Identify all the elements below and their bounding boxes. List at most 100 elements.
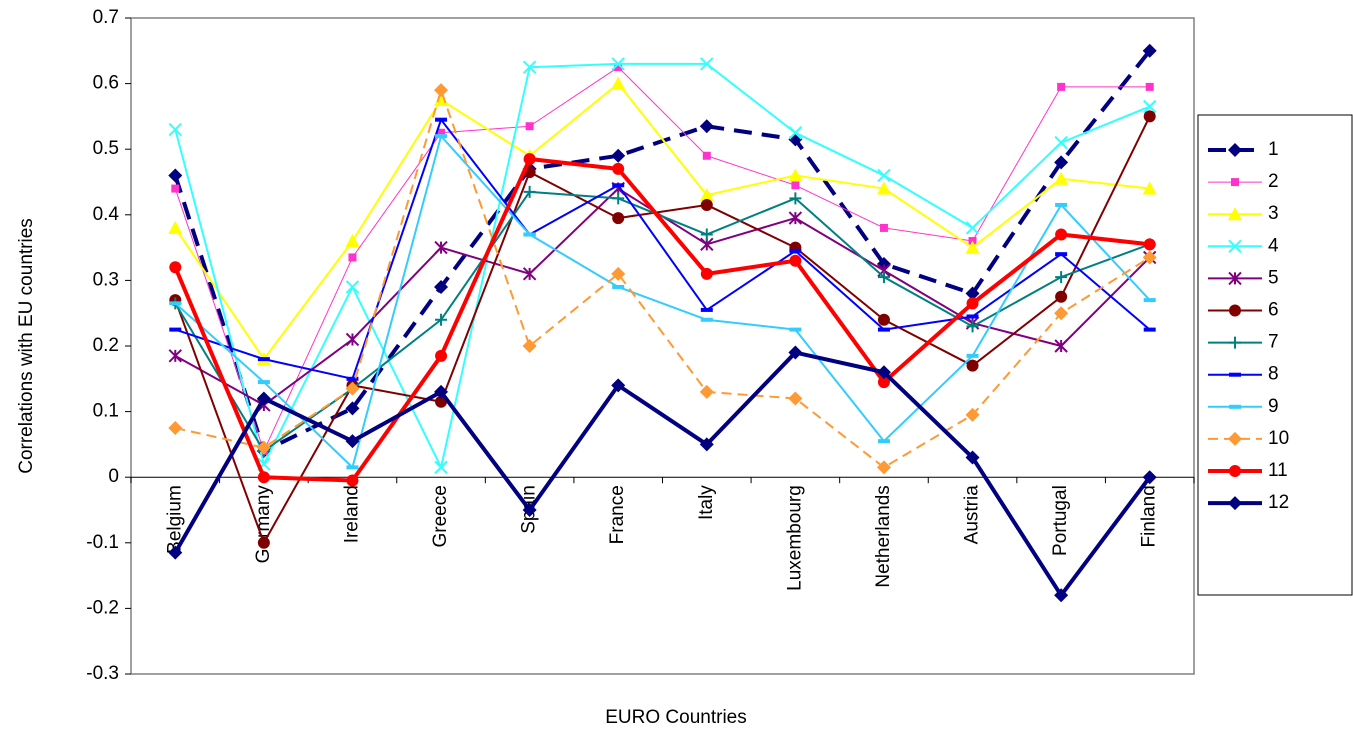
series-line <box>173 49 1152 453</box>
series <box>169 153 1156 487</box>
legend-label: 5 <box>1268 267 1279 288</box>
series-line <box>174 115 1151 544</box>
marker <box>1057 82 1066 91</box>
marker <box>876 460 891 475</box>
marker <box>168 168 183 183</box>
marker <box>346 465 359 470</box>
marker <box>1055 252 1068 257</box>
y-tick-label: 0.3 <box>93 269 119 290</box>
marker <box>965 407 980 422</box>
legend-label: 10 <box>1268 428 1289 449</box>
marker <box>348 253 357 262</box>
marker <box>966 359 979 372</box>
marker <box>523 153 536 166</box>
marker <box>1228 271 1242 286</box>
x-tick-label: France <box>607 485 628 544</box>
y-tick-label: 0.2 <box>93 335 119 356</box>
series <box>171 63 1154 455</box>
marker <box>1142 470 1157 485</box>
marker <box>434 240 448 255</box>
marker <box>1231 178 1239 187</box>
marker <box>789 248 802 253</box>
y-tick-label: 0.7 <box>93 7 119 28</box>
marker <box>1229 404 1241 409</box>
series <box>168 43 1157 458</box>
marker <box>699 119 714 134</box>
marker <box>346 376 359 381</box>
marker <box>1142 250 1157 265</box>
marker <box>257 471 270 484</box>
y-tick-label: 0.4 <box>93 204 120 225</box>
marker <box>788 211 803 225</box>
series <box>168 83 1157 475</box>
marker <box>877 313 890 326</box>
marker <box>966 314 979 319</box>
marker <box>434 384 449 399</box>
marker <box>168 421 183 435</box>
marker <box>1228 496 1242 511</box>
marker <box>789 254 802 267</box>
marker <box>168 545 183 560</box>
legend-label: 9 <box>1268 396 1279 417</box>
marker <box>1229 336 1241 349</box>
x-tick-label: Austria <box>962 485 983 545</box>
marker <box>611 378 626 393</box>
legend-label: 4 <box>1268 235 1279 256</box>
series-line <box>174 118 1151 380</box>
marker <box>612 212 625 225</box>
marker <box>877 327 890 332</box>
y-tick-label: -0.1 <box>86 532 119 553</box>
marker <box>1145 82 1154 91</box>
marker <box>1054 155 1069 170</box>
series-line <box>173 350 1152 598</box>
x-tick-label: Greece <box>430 485 451 547</box>
marker <box>168 220 183 234</box>
marker <box>699 384 714 399</box>
marker <box>257 357 270 362</box>
marker <box>879 223 888 232</box>
marker <box>700 228 713 241</box>
marker <box>435 117 448 122</box>
x-tick-label: Italy <box>696 485 717 520</box>
marker <box>1055 202 1068 207</box>
marker <box>1228 207 1242 221</box>
marker <box>434 460 448 475</box>
marker <box>1054 171 1069 185</box>
marker <box>1054 306 1069 321</box>
marker <box>169 301 182 306</box>
marker <box>1143 327 1156 332</box>
marker <box>345 381 360 396</box>
marker <box>611 76 626 90</box>
marker <box>612 183 625 188</box>
marker <box>700 57 714 71</box>
marker <box>168 349 182 363</box>
marker <box>257 380 270 385</box>
marker <box>522 339 537 353</box>
marker <box>965 240 980 254</box>
marker <box>345 434 360 449</box>
legend-box <box>1197 114 1353 596</box>
y-tick-label: 0 <box>108 466 119 487</box>
series <box>168 345 1157 603</box>
marker <box>523 185 536 198</box>
series <box>169 134 1156 470</box>
marker <box>700 317 713 322</box>
marker <box>522 503 537 517</box>
marker <box>1054 339 1068 353</box>
legend-label: 2 <box>1268 171 1279 192</box>
marker <box>1228 143 1242 157</box>
marker <box>345 234 360 248</box>
marker <box>611 57 625 71</box>
marker <box>168 122 182 137</box>
marker <box>965 286 980 301</box>
marker <box>435 313 448 326</box>
marker <box>345 401 360 416</box>
marker <box>169 261 182 274</box>
marker <box>1055 271 1068 284</box>
marker <box>1143 110 1156 123</box>
legend-label: 8 <box>1268 364 1279 385</box>
marker <box>789 192 802 205</box>
marker <box>1229 372 1241 377</box>
marker <box>788 168 803 182</box>
marker <box>966 320 979 333</box>
